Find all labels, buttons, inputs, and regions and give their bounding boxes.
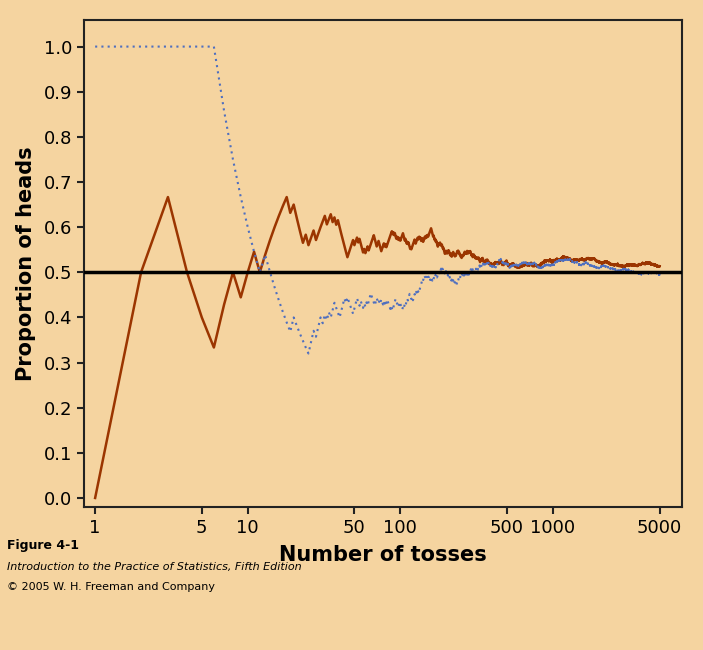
Text: Figure 4-1: Figure 4-1 (7, 540, 79, 552)
Text: © 2005 W. H. Freeman and Company: © 2005 W. H. Freeman and Company (7, 582, 215, 592)
Y-axis label: Proportion of heads: Proportion of heads (15, 146, 36, 380)
X-axis label: Number of tosses: Number of tosses (279, 545, 487, 565)
Text: Introduction to the Practice of Statistics, Fifth Edition: Introduction to the Practice of Statisti… (7, 562, 302, 572)
